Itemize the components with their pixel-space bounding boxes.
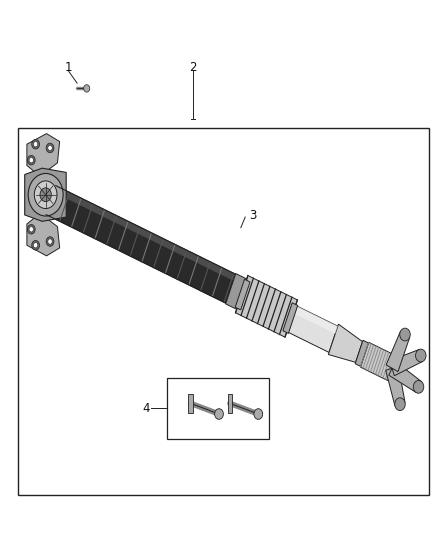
Polygon shape (53, 185, 236, 281)
Circle shape (32, 140, 39, 149)
Circle shape (254, 409, 263, 419)
Polygon shape (235, 279, 250, 310)
Circle shape (46, 143, 54, 153)
Bar (166, 378, 269, 439)
Polygon shape (283, 303, 298, 334)
Text: 2: 2 (189, 61, 197, 74)
Circle shape (48, 239, 52, 244)
Circle shape (400, 328, 410, 341)
Polygon shape (328, 324, 363, 362)
Circle shape (32, 240, 39, 250)
Polygon shape (27, 134, 60, 176)
Circle shape (27, 156, 35, 165)
Circle shape (33, 142, 38, 147)
Text: 3: 3 (249, 209, 257, 222)
Polygon shape (355, 340, 368, 366)
Polygon shape (226, 273, 247, 309)
Circle shape (413, 381, 424, 393)
Text: 4: 4 (142, 402, 149, 415)
Polygon shape (293, 305, 338, 334)
Circle shape (29, 227, 33, 232)
Bar (18, 128, 428, 495)
Polygon shape (236, 276, 297, 337)
Polygon shape (390, 350, 423, 376)
Circle shape (33, 243, 38, 248)
Circle shape (395, 398, 405, 410)
Bar (228, 394, 232, 413)
Circle shape (416, 349, 426, 362)
Circle shape (215, 409, 223, 419)
Polygon shape (360, 342, 396, 381)
Polygon shape (27, 213, 60, 256)
Circle shape (28, 173, 63, 216)
Polygon shape (287, 305, 338, 352)
Circle shape (34, 181, 57, 208)
Circle shape (84, 85, 90, 92)
Polygon shape (46, 185, 236, 303)
Text: 1: 1 (65, 61, 72, 74)
Circle shape (29, 158, 33, 163)
Polygon shape (386, 332, 410, 372)
Polygon shape (25, 168, 66, 221)
Circle shape (40, 188, 51, 201)
Bar (188, 394, 193, 413)
Polygon shape (35, 181, 59, 216)
Polygon shape (386, 366, 405, 406)
Circle shape (46, 237, 54, 246)
Polygon shape (389, 361, 421, 392)
Circle shape (48, 146, 52, 151)
Circle shape (27, 224, 35, 234)
